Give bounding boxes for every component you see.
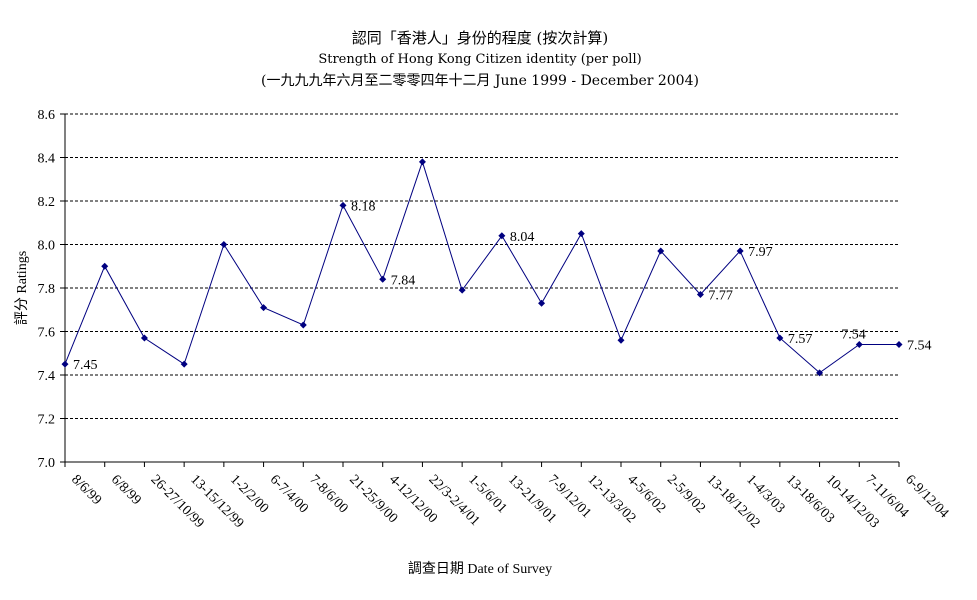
y-tick-label: 7.4 bbox=[38, 369, 56, 384]
series-group bbox=[61, 158, 903, 377]
data-label: 7.77 bbox=[708, 289, 733, 304]
x-tick-label: 8/6/99 bbox=[68, 472, 104, 508]
x-tick-label: 6/8/99 bbox=[108, 472, 144, 508]
data-point bbox=[140, 334, 148, 342]
data-label: 8.04 bbox=[510, 230, 535, 245]
y-tick-label: 8.4 bbox=[38, 152, 56, 167]
data-point bbox=[498, 232, 506, 240]
data-label: 7.54 bbox=[907, 339, 932, 354]
series-line bbox=[64, 160, 899, 374]
data-point bbox=[577, 230, 585, 238]
data-point bbox=[657, 247, 665, 255]
x-tick-label: 7-8/6/00 bbox=[306, 472, 350, 516]
data-point bbox=[696, 291, 704, 299]
y-tick-label: 7.8 bbox=[38, 282, 56, 297]
data-point bbox=[379, 275, 387, 283]
data-point bbox=[220, 241, 228, 248]
data-point bbox=[299, 321, 307, 329]
y-axis-label: 評分 Ratings bbox=[14, 251, 30, 325]
data-point bbox=[617, 336, 625, 344]
data-point bbox=[101, 262, 109, 270]
x-tick-labels: 8/6/99 6/8/99 26-27/10/9913-15/12/991-2/2/… bbox=[68, 472, 951, 531]
x-tick-label: 2-5/9/02 bbox=[664, 472, 708, 516]
data-point bbox=[736, 247, 744, 255]
data-point bbox=[458, 286, 466, 294]
chart-subtitle: Strength of Hong Kong Citizen identity (… bbox=[318, 52, 641, 67]
x-tick-label: 6-9/12/04 bbox=[902, 472, 951, 521]
x-tick-label: 6-7/4/00 bbox=[267, 472, 311, 516]
y-tick-label: 8.2 bbox=[38, 195, 56, 210]
y-tick-label: 7.6 bbox=[38, 326, 56, 341]
data-label: 7.45 bbox=[73, 358, 98, 373]
y-tick-label: 7.2 bbox=[38, 413, 56, 428]
chart-title: 認同「香港人」身份的程度 (按次計算) bbox=[352, 29, 608, 47]
data-labels: 7.45 8.18 7.84 8.04 7.77 7.97 7.57 7.54 7.54 bbox=[73, 199, 932, 373]
data-label: 8.18 bbox=[351, 199, 376, 214]
y-tick-label: 7.0 bbox=[38, 456, 56, 471]
y-tick-label: 8.6 bbox=[38, 108, 56, 123]
data-point bbox=[895, 341, 903, 349]
data-point bbox=[260, 304, 268, 312]
data-point bbox=[776, 334, 784, 342]
data-label: 7.57 bbox=[788, 332, 813, 347]
y-tick-labels: 7.0 7.2 7.4 7.6 7.8 8.0 8.2 8.4 8.6 bbox=[38, 108, 56, 471]
data-point bbox=[418, 158, 426, 166]
y-tick-label: 8.0 bbox=[38, 239, 56, 254]
data-point bbox=[61, 360, 69, 368]
data-point bbox=[855, 341, 863, 349]
data-label: 7.97 bbox=[748, 245, 773, 260]
data-point bbox=[816, 369, 824, 377]
axes bbox=[60, 113, 900, 467]
data-label: 7.84 bbox=[391, 273, 416, 288]
data-point bbox=[180, 360, 188, 368]
x-axis-label: 調查日期 Date of Survey bbox=[408, 561, 552, 577]
chart-subtitle-period: (一九九九年六月至二零零四年十二月 June 1999 - December 2… bbox=[261, 73, 699, 89]
data-point bbox=[339, 201, 347, 209]
grid-lines bbox=[65, 113, 899, 419]
data-label: 7.54 bbox=[841, 328, 866, 343]
data-point bbox=[538, 299, 546, 307]
